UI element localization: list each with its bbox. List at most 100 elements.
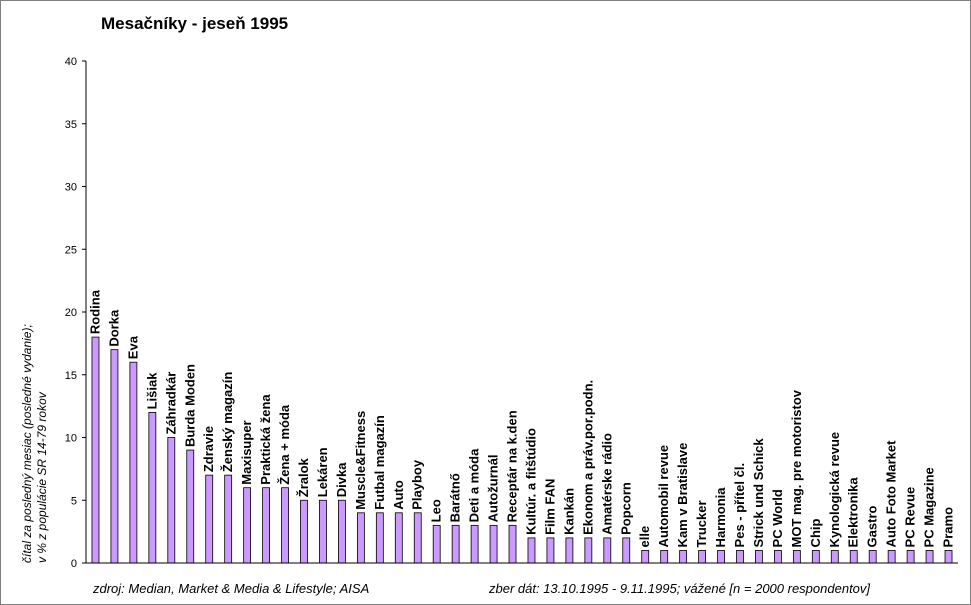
bar-label: Praktická žena (258, 394, 273, 485)
bar-label: Receptár na k.den (505, 410, 520, 522)
y-tick-label: 30 (65, 182, 77, 194)
y-tick-label: 10 (65, 433, 77, 445)
bar (110, 349, 119, 564)
bar-label: Harmonia (713, 487, 728, 548)
y-tick-label: 35 (65, 119, 77, 131)
bar (451, 524, 460, 564)
y-axis-label: čítal za posledný mesiac (posledné vydan… (20, 324, 49, 563)
bar (622, 537, 631, 564)
bar-label: Futbal magazín (372, 415, 387, 510)
bar-label: Auto Foto Market (884, 440, 899, 548)
bar (91, 336, 100, 564)
bar (413, 512, 422, 564)
bar-label: Lekáren (315, 447, 330, 497)
bar-label: Kam v Bratislave (675, 443, 690, 548)
bar-label: Ekonom a práv.por.podn. (580, 380, 595, 535)
bar (375, 512, 384, 564)
bar-label: Žena + móda (277, 404, 292, 485)
bar (698, 550, 706, 564)
bar (356, 512, 365, 564)
bar (717, 550, 725, 564)
bar (338, 499, 346, 564)
bar-label: Záhradkár (163, 372, 178, 435)
bar-label: Kankán (561, 488, 576, 535)
bar-label: Amatérske rádio (599, 433, 614, 535)
bar-label: Auto (391, 480, 406, 510)
bar-label: Elektronika (846, 477, 861, 548)
bar (641, 550, 650, 564)
bar (489, 524, 498, 564)
bar-label: Ženský magazín (220, 372, 235, 472)
bar (792, 550, 801, 564)
bar (281, 487, 289, 564)
bar-label: MOT mag. pre motoristov (789, 389, 804, 547)
chart-title: Mesačníky - jeseň 1995 (101, 14, 288, 33)
bar-labels: Rodina Dorka Eva Lišiak Záhradkár Burda Moden… (87, 289, 955, 547)
bar-label: Kultúr. a fitštúdio (523, 428, 538, 535)
bar-label: PC World (770, 489, 785, 547)
bar-label: Gastro (865, 505, 880, 547)
bar-label: Film FAN (542, 479, 557, 535)
bar-label: Barátnő (448, 473, 463, 522)
bar (432, 524, 441, 564)
bar-label: Leo (429, 499, 444, 522)
y-tick-label: 0 (71, 558, 77, 570)
bar-label: Burda Moden (182, 364, 197, 447)
collection-note: zber dát: 13.10.1995 - 9.11.1995; vážené… (488, 581, 870, 596)
bar (830, 550, 839, 564)
y-tick-label: 40 (65, 56, 77, 68)
bar-label: Kynologická revue (827, 432, 842, 548)
bar-label: Dorka (106, 309, 121, 347)
bar (546, 537, 555, 564)
bar (167, 437, 176, 564)
bar (319, 499, 327, 564)
bar (811, 550, 820, 564)
bar (508, 524, 517, 564)
bar-label: Strick und Schick (751, 438, 766, 548)
bar (660, 550, 669, 564)
y-axis-label-line-2: v % z populácie SR 14-79 rokov (35, 391, 49, 563)
bar (584, 537, 593, 564)
bar-label: Muscle&Fitness (353, 411, 368, 510)
bar-label: Maxisuper (239, 420, 254, 484)
bar (262, 487, 270, 564)
y-tick-label: 5 (71, 495, 77, 507)
bar (243, 487, 252, 564)
bar (925, 550, 934, 564)
bar-label: Chip (808, 519, 823, 548)
bar-label: Divka (334, 462, 349, 497)
bar (736, 550, 744, 564)
bar (944, 550, 953, 564)
bar (394, 512, 403, 564)
bar (565, 537, 574, 564)
bar (186, 449, 195, 564)
bar (868, 550, 877, 564)
bar-label: Žralok (296, 457, 311, 497)
bar-label: Rodina (87, 289, 102, 334)
y-tick-label: 20 (65, 307, 77, 319)
bar-label: PC Magazine (922, 467, 937, 547)
bar (849, 550, 858, 564)
y-axis-ticks: 0 5 10 15 20 25 30 35 40 (65, 56, 86, 570)
bar-label: Trucker (694, 500, 709, 547)
bar (527, 537, 536, 564)
bar-label: Eva (125, 335, 140, 359)
bar (906, 550, 915, 564)
bar-label: Deti a móda (467, 448, 482, 522)
bar (470, 524, 479, 564)
y-tick-label: 25 (65, 244, 77, 256)
bar (205, 474, 214, 564)
bar-label: Popcorn (618, 482, 633, 535)
bar-label: Autožurnál (486, 454, 501, 522)
y-axis-label-line-1: čítal za posledný mesiac (posledné vydan… (20, 324, 34, 563)
bar (603, 537, 612, 564)
bar (148, 411, 157, 564)
bar-label: elle (637, 526, 652, 548)
bar (774, 550, 782, 564)
bar (224, 474, 233, 564)
bar (300, 499, 308, 564)
bar (679, 550, 688, 564)
bar-label: Zdravie (201, 426, 216, 472)
bar (129, 361, 138, 564)
